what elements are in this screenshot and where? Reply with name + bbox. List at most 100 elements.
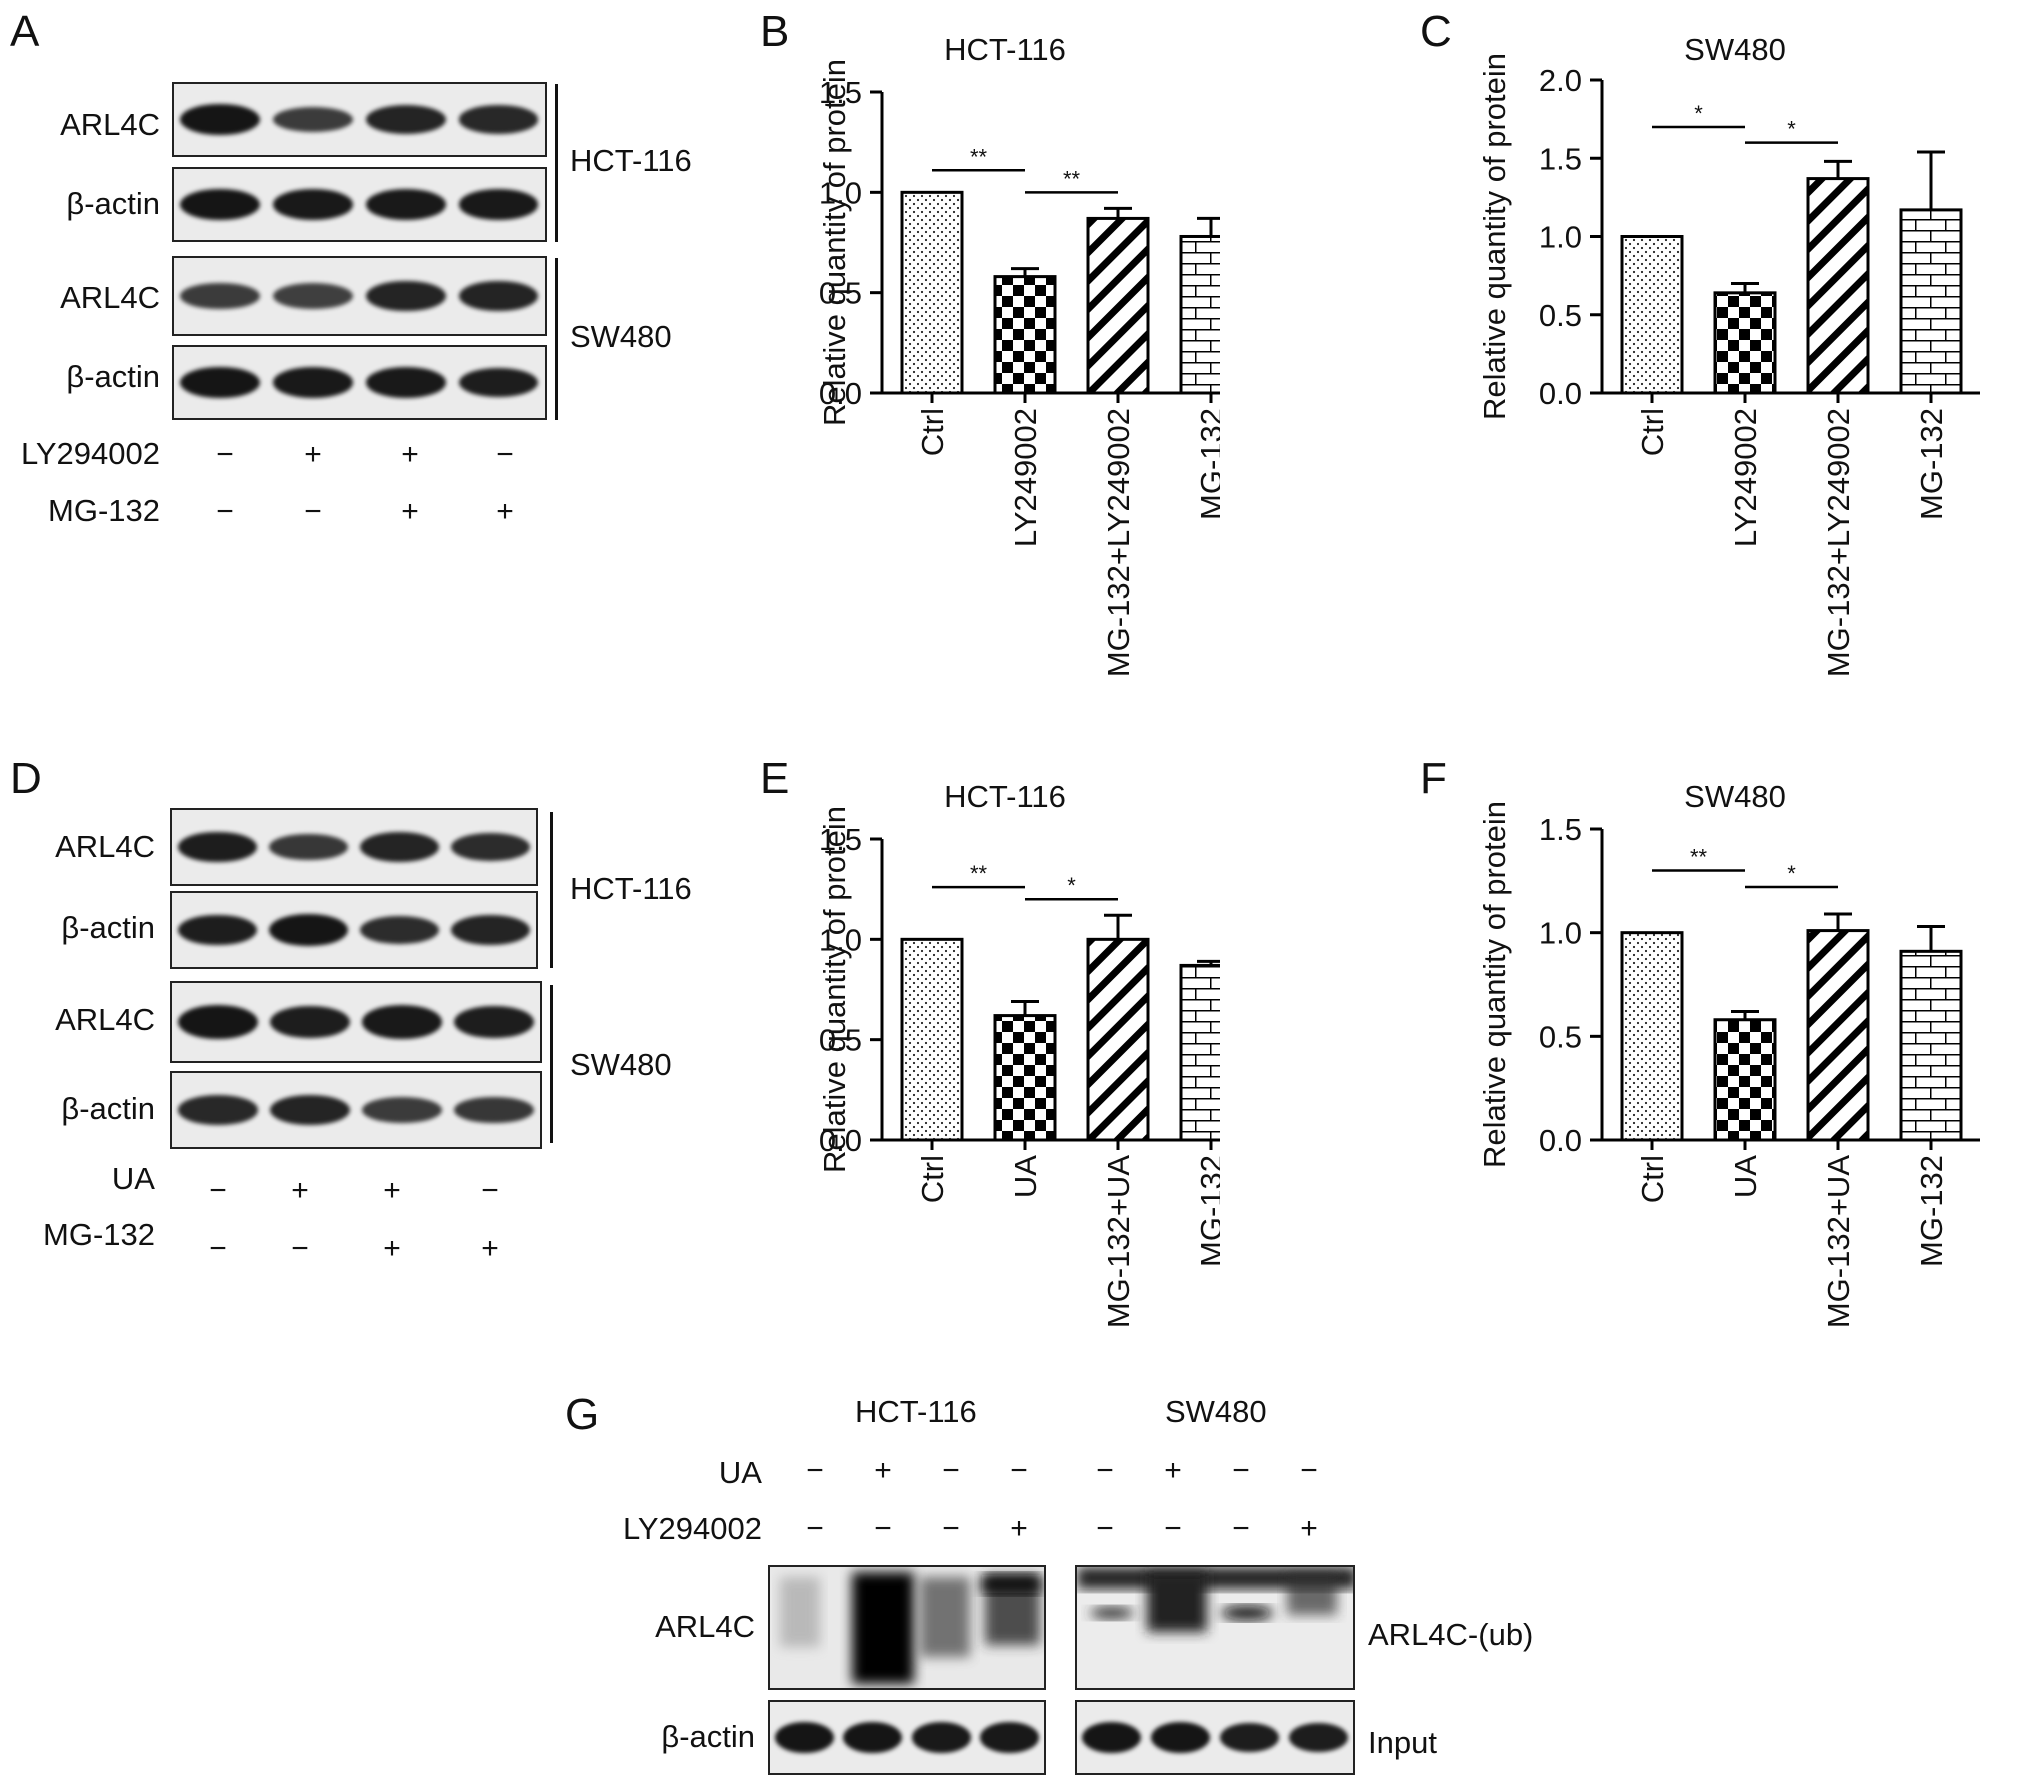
- bar: [1899, 208, 1963, 395]
- treatment-label: LY294002: [20, 436, 160, 471]
- bar: [1086, 216, 1150, 395]
- blot-strip: [172, 345, 547, 420]
- significance-label: **: [1690, 844, 1708, 869]
- chart-f: F SW480 Relative quantity of protein 0.0 0.…: [1420, 757, 1989, 1377]
- treatment-label: UA: [718, 1455, 762, 1490]
- blot-band: [273, 189, 353, 220]
- x-tick-label: MG-132+UA: [1821, 1155, 1856, 1328]
- blot-strip: [1075, 1700, 1355, 1775]
- treatment-sign: +: [1164, 1454, 1182, 1487]
- bar: [1179, 234, 1243, 395]
- cell-line-label: HCT-116: [855, 1394, 977, 1429]
- blot-strip-ubiquitin-hct116: [768, 1565, 1046, 1690]
- y-tick-label: 0.0: [1539, 376, 1582, 411]
- x-tick-label: MG-132: [1914, 408, 1949, 520]
- blot-band: [1081, 1721, 1142, 1754]
- bar: [1620, 235, 1684, 395]
- treatment-sign: +: [291, 1174, 309, 1207]
- chart-title: HCT-116: [944, 779, 1066, 814]
- treatment-sign: −: [216, 495, 234, 528]
- significance-label: **: [970, 861, 988, 886]
- y-tick-label: 1.0: [819, 175, 862, 210]
- blot-band: [362, 1005, 442, 1039]
- treatment-sign: +: [874, 1454, 892, 1487]
- x-tick-label: UA: [1008, 1155, 1043, 1198]
- blot-strip: [170, 808, 538, 886]
- treatment-label: MG-132: [43, 1217, 155, 1252]
- y-tick-label: 2.0: [1539, 63, 1582, 98]
- y-axis-label: Relative quantity of protein: [1477, 801, 1512, 1168]
- bar: [900, 937, 964, 1142]
- significance-label: *: [1787, 117, 1796, 142]
- bar: [900, 190, 964, 395]
- y-axis-label: Relative quantity of protein: [817, 806, 852, 1173]
- bar-chart-svg: SW480 Relative quantity of protein 0.0 0.5 1…: [1477, 779, 1989, 1328]
- blot-row-label: β-actin: [61, 910, 155, 945]
- treatment-label: MG-132: [48, 493, 160, 528]
- y-tick-label: 0.0: [819, 1123, 862, 1158]
- blot-right-label: Input: [1368, 1725, 1437, 1760]
- blot-band: [362, 1096, 442, 1124]
- blot-strip-ubiquitin-sw480: [1075, 1565, 1355, 1690]
- treatment-sign: −: [874, 1512, 892, 1545]
- blot-row-label: β-actin: [61, 1091, 155, 1126]
- x-tick-label: MG-132: [1914, 1155, 1949, 1267]
- chart-title: SW480: [1684, 32, 1786, 67]
- blot-band: [458, 280, 539, 312]
- y-axis-label: Relative quantity of protein: [1477, 53, 1512, 420]
- group-bracket: [550, 812, 553, 968]
- x-tick-label: Ctrl: [915, 1155, 950, 1203]
- significance-label: *: [1787, 861, 1796, 886]
- blot-band: [180, 282, 261, 310]
- group-bracket: [555, 258, 558, 420]
- panel-letter: D: [10, 754, 42, 803]
- blot-row-label: ARL4C: [655, 1609, 755, 1644]
- bar: [1713, 1018, 1777, 1142]
- blot-row-label: β-actin: [661, 1719, 755, 1754]
- treatment-sign: −: [216, 438, 234, 471]
- cell-line-label: HCT-116: [570, 143, 692, 178]
- panel-letter: A: [10, 7, 40, 56]
- blot-band: [365, 367, 446, 398]
- significance-label: **: [1063, 166, 1081, 191]
- bar: [1179, 963, 1243, 1142]
- blot-band: [458, 367, 539, 398]
- treatment-sign: −: [1096, 1454, 1114, 1487]
- significance-label: **: [970, 144, 988, 169]
- panel-letter: E: [760, 754, 790, 803]
- x-tick-label: MG-132: [1194, 1155, 1220, 1267]
- treatment-sign: −: [942, 1454, 960, 1487]
- treatment-sign: −: [304, 495, 322, 528]
- x-tick-label: MG-132+LY249002: [1101, 408, 1136, 677]
- blot-band: [980, 1722, 1040, 1753]
- significance-label: *: [1067, 873, 1076, 898]
- treatment-sign: +: [401, 495, 419, 528]
- treatment-label: LY294002: [622, 1511, 762, 1546]
- x-tick-label: MG-132+LY249002: [1821, 408, 1856, 677]
- treatment-sign: −: [209, 1174, 227, 1207]
- x-tick-label: Ctrl: [1635, 1155, 1670, 1203]
- group-bracket: [555, 84, 558, 242]
- treatment-sign: +: [383, 1232, 401, 1265]
- treatment-sign: −: [1232, 1512, 1250, 1545]
- blot-row-label: ARL4C: [60, 280, 160, 315]
- blot-band: [178, 1095, 258, 1125]
- y-tick-label: 0.5: [1539, 1019, 1582, 1054]
- group-bracket: [550, 985, 553, 1143]
- chart-title: SW480: [1684, 779, 1786, 814]
- blot-strip: [170, 891, 538, 969]
- y-tick-label: 1.5: [819, 75, 862, 110]
- blot-band: [458, 105, 539, 134]
- blot-band: [269, 913, 348, 947]
- blot-strip: [768, 1700, 1046, 1775]
- blot-band: [365, 189, 446, 220]
- blot-band: [178, 914, 257, 946]
- cell-line-label: SW480: [1165, 1394, 1267, 1429]
- treatment-sign: −: [942, 1512, 960, 1545]
- x-tick-label: LY249002: [1008, 408, 1043, 547]
- treatment-sign: −: [291, 1232, 309, 1265]
- treatment-sign: −: [1010, 1454, 1028, 1487]
